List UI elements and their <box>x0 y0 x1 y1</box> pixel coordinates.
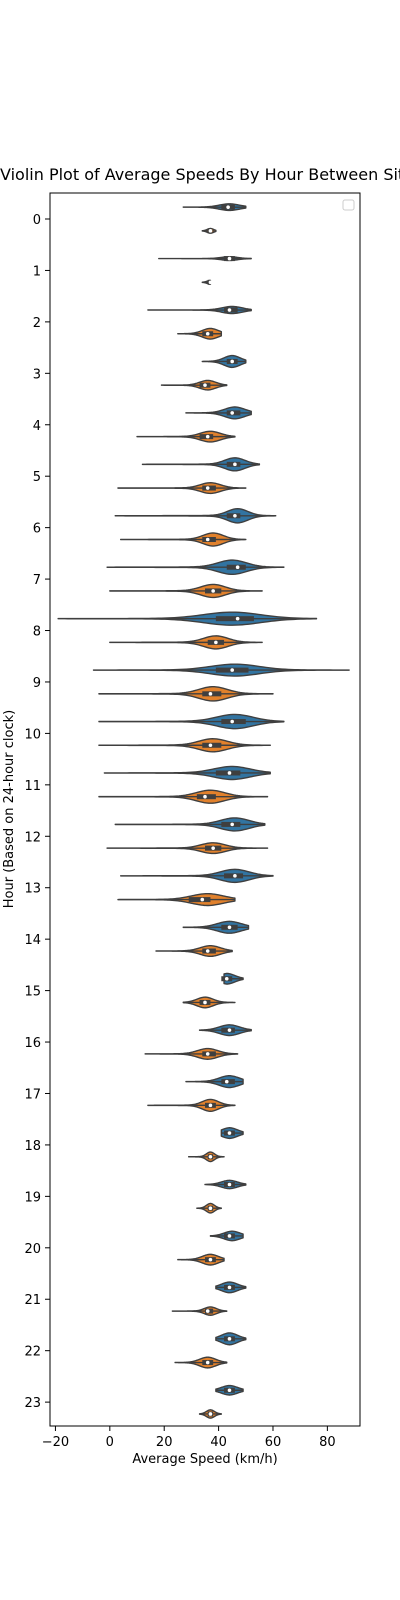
y-tick-label: 14 <box>24 933 41 948</box>
violin-median-point <box>203 383 207 387</box>
y-tick-label: 10 <box>24 727 41 742</box>
violin-median-point <box>206 435 210 439</box>
violin-median-point <box>206 538 210 542</box>
violin-median-point <box>228 1028 232 1032</box>
violin-median-point <box>228 771 232 775</box>
y-tick-label: 2 <box>33 316 41 331</box>
violin-median-point <box>228 1337 232 1341</box>
y-tick-label: 5 <box>33 470 41 485</box>
x-tick-label: −20 <box>42 1435 69 1450</box>
violin-median-point <box>228 1183 232 1187</box>
violin-median-point <box>230 411 234 415</box>
violin-median-point <box>233 463 237 467</box>
violin-median-point <box>206 486 210 490</box>
violin-median-point <box>228 257 232 261</box>
y-tick-label: 20 <box>24 1242 41 1257</box>
violin-median-point <box>206 332 210 336</box>
chart-title: Violin Plot of Average Speeds By Hour Be… <box>0 165 400 184</box>
y-tick-label: 6 <box>33 522 41 537</box>
violin-median-point <box>209 1412 213 1416</box>
x-tick-label: 80 <box>319 1435 336 1450</box>
violin-median-point <box>228 1388 232 1392</box>
y-tick-label: 21 <box>24 1293 41 1308</box>
violin-median-point <box>236 617 240 621</box>
violin-median-point <box>230 720 234 724</box>
y-tick-label: 1 <box>33 264 41 279</box>
legend-box <box>343 200 354 210</box>
y-tick-label: 13 <box>24 882 41 897</box>
violin-median-point <box>211 589 215 593</box>
violin-median-point <box>225 977 229 981</box>
violin-median-point <box>206 1361 210 1365</box>
y-tick-label: 19 <box>24 1190 41 1205</box>
violin-median-point <box>230 360 234 364</box>
y-tick-label: 4 <box>33 419 41 434</box>
y-tick-label: 9 <box>33 676 41 691</box>
violin-median-point <box>209 692 213 696</box>
y-tick-label: 18 <box>24 1139 41 1154</box>
violin-median-point <box>211 846 215 850</box>
y-tick-label: 11 <box>24 779 41 794</box>
violin-median-point <box>228 1286 232 1290</box>
y-tick-label: 12 <box>24 830 41 845</box>
y-axis-label: Hour (Based on 24-hour clock) <box>2 710 17 909</box>
violin-median-point <box>228 926 232 930</box>
violin-median-point <box>209 1258 213 1262</box>
violin-iqr-box <box>189 897 211 902</box>
y-tick-label: 17 <box>24 1087 41 1102</box>
y-tick-label: 23 <box>24 1396 41 1411</box>
violin-median-point <box>206 1309 210 1313</box>
y-tick-label: 3 <box>33 367 41 382</box>
y-tick-label: 15 <box>24 985 41 1000</box>
y-tick-label: 7 <box>33 573 41 588</box>
x-tick-label: 0 <box>106 1435 114 1450</box>
violin-median-point <box>226 205 230 209</box>
violin-median-point <box>203 1001 207 1005</box>
violin-median-point <box>214 641 218 645</box>
violin-median-point <box>209 1104 213 1108</box>
violin-median-point <box>200 898 204 902</box>
violin-median-point <box>233 874 237 878</box>
violin-median-point <box>203 795 207 799</box>
violin-median-point <box>209 281 213 285</box>
y-tick-label: 16 <box>24 1036 41 1051</box>
x-tick-label: 20 <box>156 1435 173 1450</box>
y-tick-label: 0 <box>33 213 41 228</box>
violin-median-point <box>228 1234 232 1238</box>
x-tick-label: 40 <box>210 1435 227 1450</box>
violin-iqr-box <box>216 616 254 621</box>
violin-median-point <box>209 1155 213 1159</box>
violin-median-point <box>228 1131 232 1135</box>
violin-median-point <box>209 229 213 233</box>
y-tick-label: 22 <box>24 1345 41 1360</box>
violin-median-point <box>206 1052 210 1056</box>
violin-median-point <box>228 308 232 312</box>
violin-median-point <box>230 823 234 827</box>
y-tick-label: 8 <box>33 625 41 640</box>
violin-median-point <box>225 1080 229 1084</box>
violin-median-point <box>209 1206 213 1210</box>
violin-median-point <box>209 743 213 747</box>
violin-median-point <box>236 565 240 569</box>
x-tick-label: 60 <box>265 1435 282 1450</box>
x-axis-label: Average Speed (km/h) <box>132 1452 277 1467</box>
violin-median-point <box>230 668 234 672</box>
violin-median-point <box>233 514 237 518</box>
violin-median-point <box>206 949 210 953</box>
